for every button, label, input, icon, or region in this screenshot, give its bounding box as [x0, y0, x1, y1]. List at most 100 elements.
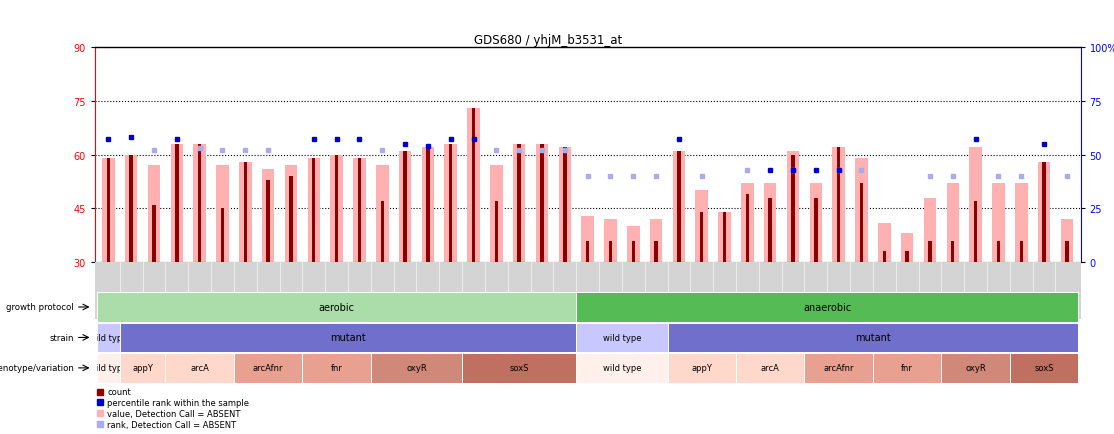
Bar — [719, 212, 731, 263]
Text: mutant: mutant — [330, 333, 365, 342]
Bar — [582, 216, 594, 263]
Bar — [901, 234, 913, 263]
Bar — [878, 223, 890, 263]
Bar — [810, 184, 822, 263]
Bar — [307, 159, 320, 263]
Bar — [1015, 184, 1027, 263]
Bar — [673, 151, 685, 263]
Bar — [928, 241, 931, 263]
Bar — [495, 202, 498, 263]
Bar — [312, 159, 315, 263]
Bar — [129, 155, 133, 263]
Bar — [741, 184, 754, 263]
Bar — [1061, 220, 1073, 263]
Bar — [993, 184, 1005, 263]
Text: soxS: soxS — [509, 364, 529, 372]
Bar — [540, 145, 544, 263]
Bar — [449, 145, 452, 263]
Bar — [677, 151, 681, 263]
Bar — [198, 145, 202, 263]
Text: wild type: wild type — [603, 333, 642, 342]
Bar — [604, 220, 617, 263]
Text: growth protocol: growth protocol — [7, 303, 74, 312]
Bar — [375, 166, 389, 263]
Bar — [906, 252, 909, 263]
Bar — [194, 145, 206, 263]
Bar — [563, 148, 567, 263]
Text: value, Detection Call = ABSENT: value, Detection Call = ABSENT — [107, 409, 241, 418]
Bar — [107, 159, 110, 263]
Bar — [627, 227, 639, 263]
Text: appY: appY — [133, 364, 153, 372]
Text: mutant: mutant — [856, 333, 891, 342]
Bar — [947, 184, 959, 263]
Bar — [654, 241, 657, 263]
Bar — [290, 177, 293, 263]
Bar — [586, 241, 589, 263]
Bar — [764, 184, 776, 263]
Bar — [969, 148, 981, 263]
Bar — [649, 220, 663, 263]
Bar — [353, 159, 365, 263]
Text: fnr: fnr — [331, 364, 342, 372]
Bar — [427, 148, 430, 263]
Bar — [951, 241, 955, 263]
Bar — [216, 166, 228, 263]
Bar — [399, 151, 411, 263]
Bar — [244, 162, 247, 263]
Bar — [358, 159, 361, 263]
Bar — [335, 155, 339, 263]
Bar — [1038, 162, 1051, 263]
Bar — [1065, 241, 1068, 263]
Bar — [924, 198, 936, 263]
Text: count: count — [107, 387, 131, 396]
Bar — [444, 145, 457, 263]
Bar — [170, 145, 183, 263]
Bar — [536, 145, 548, 263]
Bar — [221, 209, 224, 263]
Bar — [832, 148, 844, 263]
Text: genotype/variation: genotype/variation — [0, 364, 74, 372]
Bar — [769, 198, 772, 263]
Bar — [467, 108, 480, 263]
Text: rank, Detection Call = ABSENT: rank, Detection Call = ABSENT — [107, 420, 236, 429]
Bar — [240, 162, 252, 263]
Text: soxS: soxS — [1034, 364, 1054, 372]
Bar — [175, 145, 178, 263]
Text: arcA: arcA — [761, 364, 780, 372]
Bar — [125, 155, 137, 263]
Text: oxyR: oxyR — [965, 364, 986, 372]
Bar — [997, 241, 1000, 263]
Bar — [331, 155, 343, 263]
Bar — [153, 205, 156, 263]
Bar — [723, 212, 726, 263]
Bar — [860, 184, 863, 263]
Bar — [512, 145, 526, 263]
Bar — [148, 166, 160, 263]
Text: anaerobic: anaerobic — [803, 302, 851, 312]
Text: appY: appY — [692, 364, 712, 372]
Bar — [285, 166, 297, 263]
Bar — [262, 169, 274, 263]
Bar — [102, 159, 115, 263]
Bar — [814, 198, 818, 263]
Title: GDS680 / yhjM_b3531_at: GDS680 / yhjM_b3531_at — [475, 33, 623, 46]
Text: wild type: wild type — [89, 364, 128, 372]
Text: arcAfnr: arcAfnr — [823, 364, 854, 372]
Bar — [837, 148, 840, 263]
Bar — [421, 148, 434, 263]
Bar — [786, 151, 800, 263]
Bar — [558, 148, 571, 263]
Bar — [403, 151, 407, 263]
Bar — [518, 145, 521, 263]
Text: arcAfnr: arcAfnr — [253, 364, 283, 372]
Bar — [632, 241, 635, 263]
Bar — [1019, 241, 1023, 263]
Bar — [745, 194, 749, 263]
Bar — [608, 241, 613, 263]
Text: oxyR: oxyR — [407, 364, 427, 372]
Text: strain: strain — [49, 333, 74, 342]
Bar — [974, 202, 977, 263]
Bar — [700, 212, 703, 263]
Text: percentile rank within the sample: percentile rank within the sample — [107, 398, 250, 407]
